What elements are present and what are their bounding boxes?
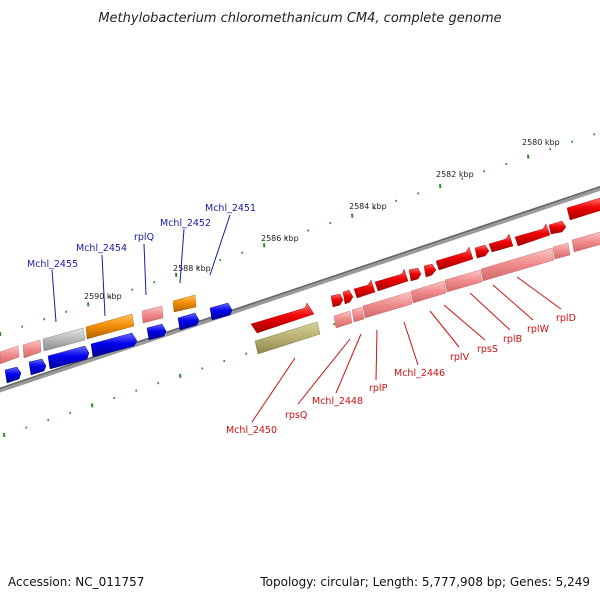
leader-lines-blue — [51, 214, 231, 323]
gene-feature[interactable] — [250, 302, 315, 334]
gene-feature[interactable] — [141, 305, 164, 324]
gene-labels-top: Mchl_2455 Mchl_2454 rplQ Mchl_2452 Mchl_… — [27, 203, 256, 270]
gene-feature[interactable] — [435, 246, 474, 271]
gene-feature[interactable] — [90, 332, 138, 358]
genes-upper-left — [0, 294, 233, 384]
scale-label-2586: 2586 kbp — [261, 234, 299, 243]
gene-feature[interactable] — [351, 306, 365, 323]
topology-text: Topology: circular; Length: 5,777,908 bp… — [259, 575, 590, 589]
gene-feature[interactable] — [408, 267, 422, 282]
gene-label[interactable]: Mchl_2448 — [312, 396, 363, 407]
gene-feature[interactable] — [410, 280, 447, 304]
gene-feature[interactable] — [488, 233, 514, 253]
gene-label[interactable]: Mchl_2450 — [226, 425, 277, 436]
gene-label[interactable]: Mchl_2446 — [394, 368, 445, 379]
gene-label[interactable]: rpsS — [477, 344, 498, 355]
gene-label[interactable]: Mchl_2451 — [205, 203, 256, 214]
gene-label[interactable]: Mchl_2455 — [27, 259, 78, 270]
scale-label-2582: 2582 kbp — [436, 170, 474, 179]
gene-label[interactable]: Mchl_2454 — [76, 243, 127, 254]
genome-backbone — [0, 185, 600, 393]
gene-label[interactable]: rplB — [503, 334, 522, 345]
gene-labels-bottom: Mchl_2450 rpsQ Mchl_2448 rplP Mchl_2446 … — [226, 313, 576, 436]
gene-feature[interactable] — [423, 263, 437, 278]
gene-label[interactable]: rplP — [369, 383, 388, 394]
gene-feature[interactable] — [342, 289, 354, 305]
rna-feature[interactable] — [172, 294, 197, 313]
scale-label-2580: 2580 kbp — [522, 138, 560, 147]
scale-label-2588: 2588 kbp — [173, 264, 211, 273]
gene-feature[interactable] — [474, 244, 490, 259]
map-title: Methylobacterium chloromethanicum CM4, c… — [98, 11, 501, 26]
gene-feature[interactable] — [330, 293, 344, 308]
gene-feature[interactable] — [47, 345, 90, 370]
gene-feature[interactable] — [571, 231, 600, 253]
gene-feature[interactable] — [566, 197, 600, 221]
gene-label[interactable]: rpsQ — [285, 410, 307, 421]
gene-feature[interactable] — [209, 302, 233, 321]
gene-feature[interactable] — [333, 310, 353, 329]
gene-label[interactable]: rplW — [527, 324, 550, 335]
genes-upper-right — [250, 197, 600, 355]
rna-feature[interactable] — [85, 313, 135, 340]
scale-label-2590: 2590 kbp — [84, 292, 122, 301]
gene-feature[interactable] — [28, 358, 47, 376]
misc-feature[interactable] — [254, 321, 321, 355]
gene-feature[interactable] — [374, 268, 409, 292]
leader-lines-red — [251, 276, 562, 423]
scale-label-2584: 2584 kbp — [349, 202, 387, 211]
gene-feature[interactable] — [362, 291, 413, 319]
gene-feature[interactable] — [514, 223, 551, 247]
gene-feature[interactable] — [4, 366, 22, 384]
gene-label[interactable]: rplQ — [134, 232, 154, 243]
gene-feature[interactable] — [177, 312, 200, 331]
scale-ticks-upper — [0, 133, 596, 337]
gene-feature[interactable] — [552, 242, 571, 260]
gene-label[interactable]: rplD — [556, 313, 576, 324]
gene-feature[interactable] — [22, 339, 42, 359]
gene-label[interactable]: rplV — [450, 352, 470, 363]
scale-labels: 2580 kbp 2582 kbp 2584 kbp 2586 kbp 2588… — [84, 138, 560, 301]
gene-feature[interactable] — [548, 220, 567, 235]
gene-feature[interactable] — [146, 323, 167, 341]
accession-text: Accession: NC_011757 — [8, 575, 144, 589]
pseudogene-feature[interactable] — [42, 327, 86, 352]
gene-feature[interactable] — [480, 247, 555, 282]
gene-label[interactable]: Mchl_2452 — [160, 218, 211, 229]
gene-feature[interactable] — [353, 279, 376, 299]
gene-feature[interactable] — [0, 345, 20, 365]
gene-feature[interactable] — [444, 269, 483, 293]
